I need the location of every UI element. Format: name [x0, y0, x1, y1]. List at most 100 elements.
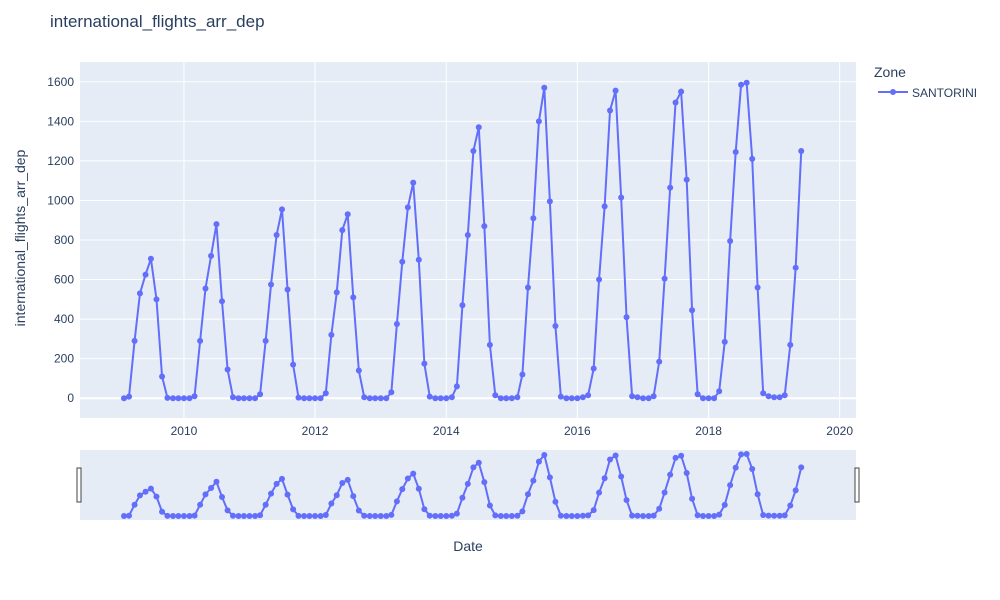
data-point[interactable]	[224, 366, 231, 373]
data-point[interactable]	[278, 206, 285, 213]
data-point[interactable]	[781, 392, 788, 399]
data-point[interactable]	[344, 211, 351, 218]
data-point[interactable]	[689, 307, 696, 314]
data-point[interactable]	[235, 395, 242, 402]
data-point[interactable]	[301, 395, 308, 402]
data-point[interactable]	[568, 395, 575, 402]
data-point[interactable]	[202, 285, 209, 292]
data-point[interactable]	[159, 373, 166, 380]
data-point[interactable]	[585, 392, 592, 399]
data-point[interactable]	[164, 394, 171, 401]
data-point[interactable]	[743, 79, 750, 86]
data-point[interactable]	[361, 394, 368, 401]
data-point[interactable]	[514, 394, 521, 401]
data-point[interactable]	[776, 394, 783, 401]
data-point[interactable]	[574, 395, 581, 402]
data-point[interactable]	[290, 361, 297, 368]
data-point[interactable]	[787, 341, 794, 348]
data-point[interactable]	[322, 390, 329, 397]
data-point[interactable]	[459, 302, 466, 309]
data-point[interactable]	[355, 367, 362, 374]
data-point[interactable]	[339, 227, 346, 234]
data-point[interactable]	[629, 393, 636, 400]
data-point[interactable]	[579, 394, 586, 401]
data-point[interactable]	[328, 331, 335, 338]
data-point[interactable]	[208, 252, 215, 259]
data-point[interactable]	[383, 395, 390, 402]
data-point[interactable]	[120, 395, 127, 402]
data-point[interactable]	[645, 395, 652, 402]
data-point[interactable]	[678, 88, 685, 95]
data-point[interactable]	[716, 388, 723, 395]
data-point[interactable]	[524, 284, 531, 291]
data-point[interactable]	[503, 395, 510, 402]
data-point[interactable]	[147, 255, 154, 262]
range-slider-right-handle[interactable]	[854, 467, 860, 503]
data-point[interactable]	[546, 198, 553, 205]
data-point[interactable]	[257, 391, 264, 398]
data-point[interactable]	[497, 395, 504, 402]
data-point[interactable]	[508, 395, 515, 402]
data-point[interactable]	[640, 395, 647, 402]
data-point[interactable]	[219, 298, 226, 305]
data-point[interactable]	[519, 371, 526, 378]
data-point[interactable]	[295, 394, 302, 401]
data-point[interactable]	[410, 179, 417, 186]
data-point[interactable]	[754, 284, 761, 291]
data-point[interactable]	[749, 155, 756, 162]
data-point[interactable]	[530, 215, 537, 222]
data-point[interactable]	[273, 232, 280, 239]
data-point[interactable]	[317, 395, 324, 402]
data-point[interactable]	[492, 392, 499, 399]
data-point[interactable]	[191, 393, 198, 400]
data-point[interactable]	[366, 395, 373, 402]
data-point[interactable]	[607, 107, 614, 114]
data-point[interactable]	[798, 148, 805, 154]
data-point[interactable]	[240, 395, 247, 402]
data-point[interactable]	[197, 337, 204, 344]
data-point[interactable]	[557, 393, 564, 400]
data-point[interactable]	[246, 395, 253, 402]
data-point[interactable]	[175, 395, 182, 402]
data-point[interactable]	[535, 118, 542, 125]
data-point[interactable]	[596, 276, 603, 283]
data-point[interactable]	[448, 394, 455, 401]
data-point[interactable]	[213, 221, 220, 228]
data-point[interactable]	[229, 394, 236, 401]
data-point[interactable]	[432, 395, 439, 402]
data-point[interactable]	[470, 148, 477, 154]
data-point[interactable]	[661, 275, 668, 282]
data-point[interactable]	[136, 290, 143, 297]
data-point[interactable]	[404, 204, 411, 211]
data-point[interactable]	[180, 395, 187, 402]
data-point[interactable]	[738, 81, 745, 88]
data-point[interactable]	[377, 395, 384, 402]
data-point[interactable]	[421, 360, 428, 367]
data-point[interactable]	[126, 393, 133, 400]
data-point[interactable]	[590, 365, 597, 372]
data-point[interactable]	[694, 391, 701, 398]
data-point[interactable]	[284, 286, 291, 293]
data-point[interactable]	[426, 393, 433, 400]
data-point[interactable]	[312, 395, 319, 402]
data-point[interactable]	[415, 256, 422, 263]
data-point[interactable]	[612, 87, 619, 94]
data-point[interactable]	[252, 395, 259, 402]
data-point[interactable]	[601, 203, 608, 210]
data-point[interactable]	[760, 390, 767, 397]
data-point[interactable]	[333, 289, 340, 296]
data-point[interactable]	[443, 395, 450, 402]
data-point[interactable]	[732, 148, 739, 155]
data-point[interactable]	[262, 337, 269, 344]
data-point[interactable]	[464, 232, 471, 239]
data-point[interactable]	[683, 176, 690, 183]
data-point[interactable]	[705, 395, 712, 402]
data-point[interactable]	[541, 84, 548, 91]
data-point[interactable]	[672, 99, 679, 106]
data-point[interactable]	[437, 395, 444, 402]
data-point[interactable]	[792, 264, 799, 271]
data-point[interactable]	[563, 395, 570, 402]
data-point[interactable]	[453, 383, 460, 390]
data-point[interactable]	[131, 337, 138, 344]
data-point[interactable]	[393, 321, 400, 328]
